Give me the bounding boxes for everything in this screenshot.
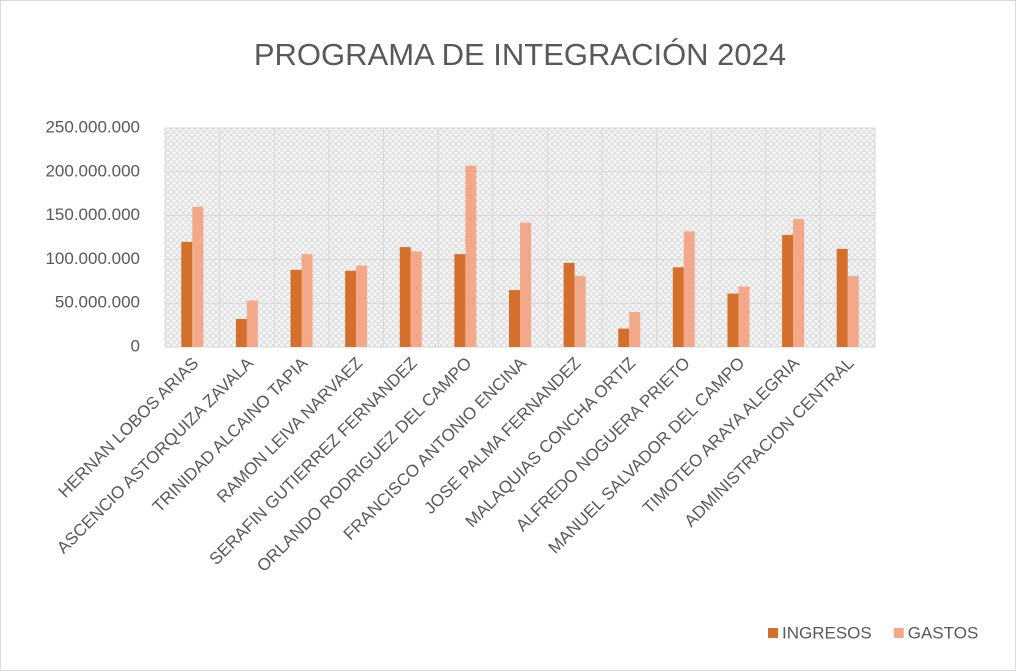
bar	[509, 290, 520, 347]
bar	[683, 231, 695, 347]
y-tick-label: 200.000.000	[45, 161, 140, 180]
y-tick-label: 150.000.000	[45, 205, 140, 224]
y-tick-label: 100.000.000	[45, 249, 140, 268]
legend-label: INGRESOS	[782, 623, 872, 642]
legend-swatch	[768, 628, 778, 638]
bar	[454, 254, 466, 347]
bar	[465, 165, 477, 347]
bar	[356, 265, 368, 347]
bar	[727, 293, 739, 347]
bar	[574, 276, 586, 347]
bar	[793, 219, 805, 347]
y-tick-label: 0	[131, 336, 140, 355]
bar	[618, 328, 630, 347]
bar	[520, 222, 531, 347]
bar	[738, 286, 750, 347]
legend-label: GASTOS	[908, 623, 979, 642]
bar	[672, 267, 684, 347]
y-tick-label: 50.000.000	[55, 293, 140, 312]
chart-title: PROGRAMA DE INTEGRACIÓN 2024	[254, 37, 786, 72]
legend-swatch	[893, 628, 904, 638]
bar	[290, 269, 302, 347]
bar	[246, 300, 258, 347]
bar	[192, 206, 204, 347]
bar	[410, 251, 422, 347]
bar	[847, 276, 859, 347]
bar	[629, 311, 641, 347]
bar	[563, 262, 575, 347]
bar	[836, 248, 848, 347]
bar	[235, 318, 247, 347]
bar	[345, 270, 357, 347]
bar	[301, 254, 313, 347]
bar	[782, 234, 794, 347]
bar	[399, 247, 411, 347]
y-tick-label: 250.000.000	[45, 117, 140, 136]
bar	[181, 241, 193, 347]
